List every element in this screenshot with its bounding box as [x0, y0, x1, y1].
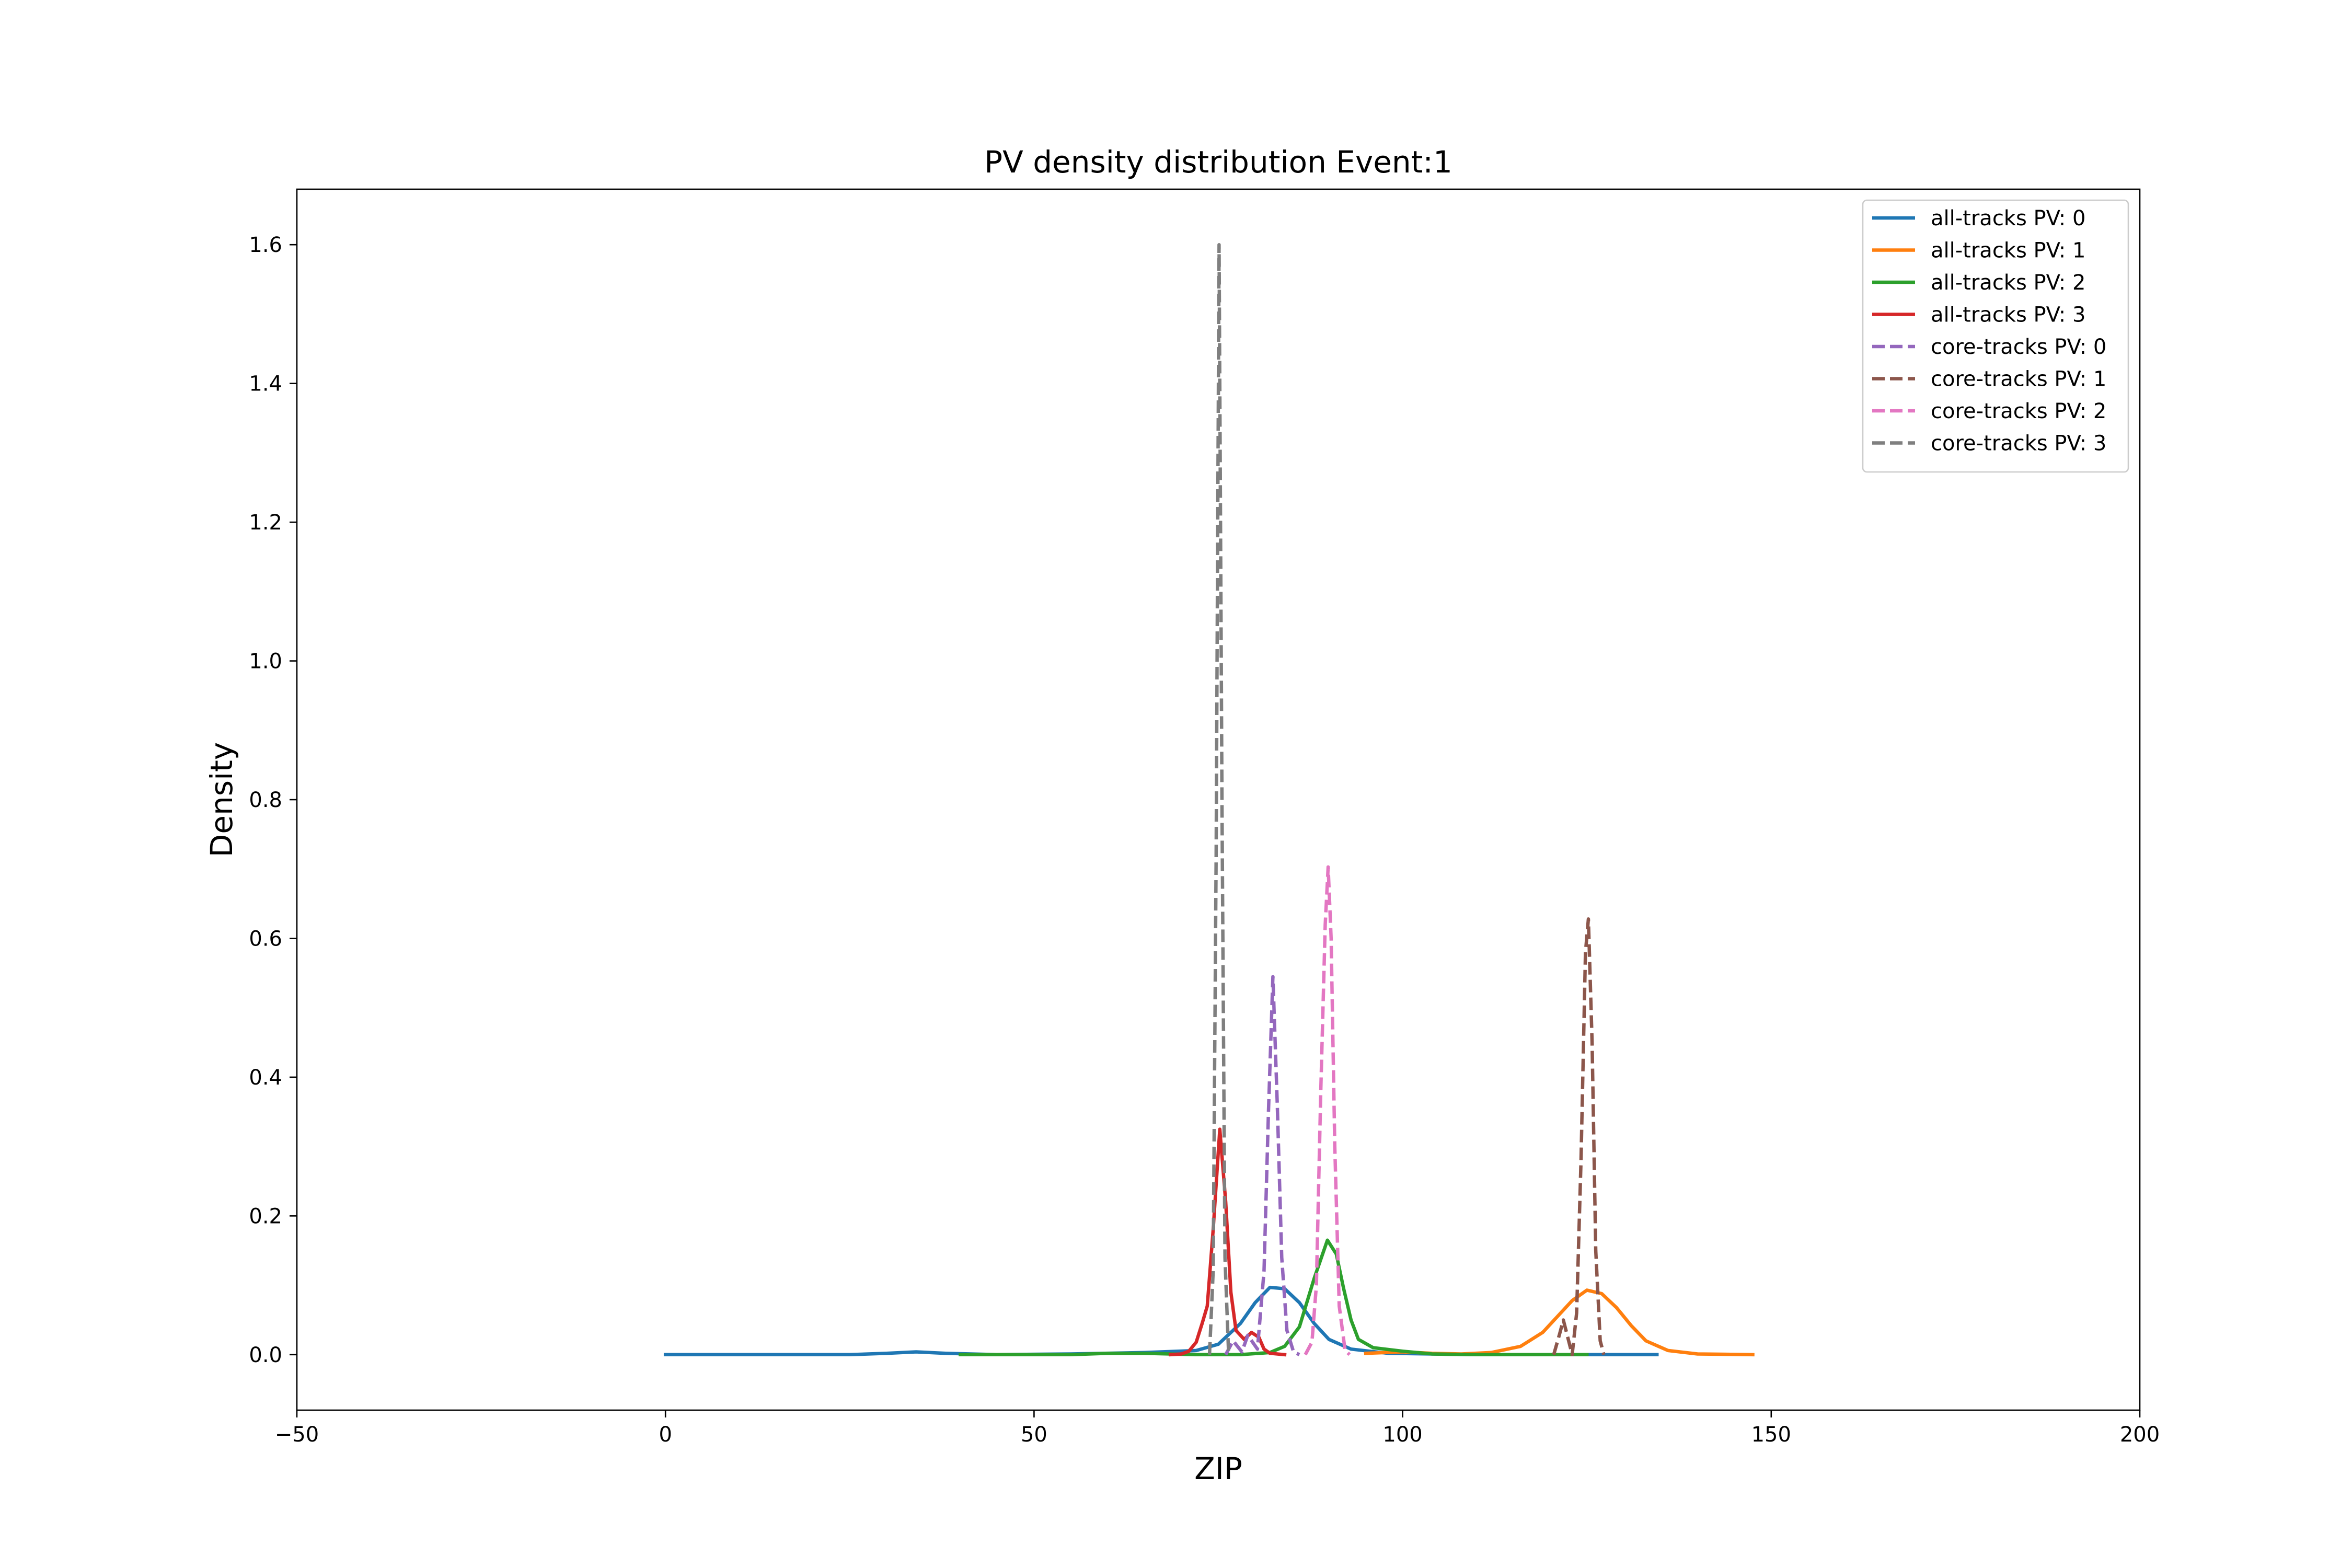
legend-box: [1862, 199, 2129, 473]
x-tick-label: 0: [659, 1423, 672, 1447]
chart-title: PV density distribution Event:1: [984, 144, 1452, 180]
y-tick-label: 0.2: [249, 1204, 282, 1228]
y-tick-label: 1.2: [249, 511, 282, 535]
legend-label: core-tracks PV: 1: [1931, 367, 2106, 391]
series-line-2: [959, 1238, 1589, 1357]
legend-label: all-tracks PV: 1: [1931, 239, 2085, 263]
y-tick-label: 0.8: [249, 788, 282, 812]
x-tick-label: 50: [1021, 1423, 1047, 1447]
y-tick-label: 0.6: [249, 927, 282, 951]
y-tick-label: 0.0: [249, 1343, 282, 1367]
legend-label: all-tracks PV: 0: [1931, 206, 2085, 230]
y-tick-label: 0.4: [249, 1066, 282, 1090]
series-line-4: [1224, 975, 1300, 1356]
series-layer: [663, 243, 1755, 1357]
y-tick-label: 1.6: [249, 233, 282, 257]
x-tick-label: 150: [1751, 1423, 1791, 1447]
legend-label: all-tracks PV: 3: [1931, 303, 2085, 327]
series-line-7: [1207, 243, 1230, 1355]
x-axis: −50 0 50 100 150 200: [275, 1410, 2160, 1447]
legend-label: core-tracks PV: 3: [1931, 432, 2106, 456]
legend-label: all-tracks PV: 2: [1931, 271, 2085, 295]
y-tick-label: 1.4: [249, 372, 282, 396]
y-tick-label: 1.0: [249, 650, 282, 674]
x-tick-label: 200: [2120, 1423, 2160, 1447]
legend: all-tracks PV: 0 all-tracks PV: 1 all-trac…: [1862, 199, 2129, 473]
legend-label: core-tracks PV: 0: [1931, 335, 2106, 359]
x-axis-label: ZIP: [1194, 1451, 1242, 1486]
x-tick-label: 100: [1382, 1423, 1422, 1447]
series-line-5: [1552, 917, 1606, 1357]
x-tick-label: −50: [275, 1423, 319, 1447]
y-axis: 0.0 0.2 0.4 0.6 0.8 1.0 1.2 1.4 1.6: [249, 233, 297, 1367]
legend-label: core-tracks PV: 2: [1931, 399, 2106, 423]
y-axis-label: Density: [204, 742, 239, 858]
series-line-6: [1304, 865, 1351, 1356]
